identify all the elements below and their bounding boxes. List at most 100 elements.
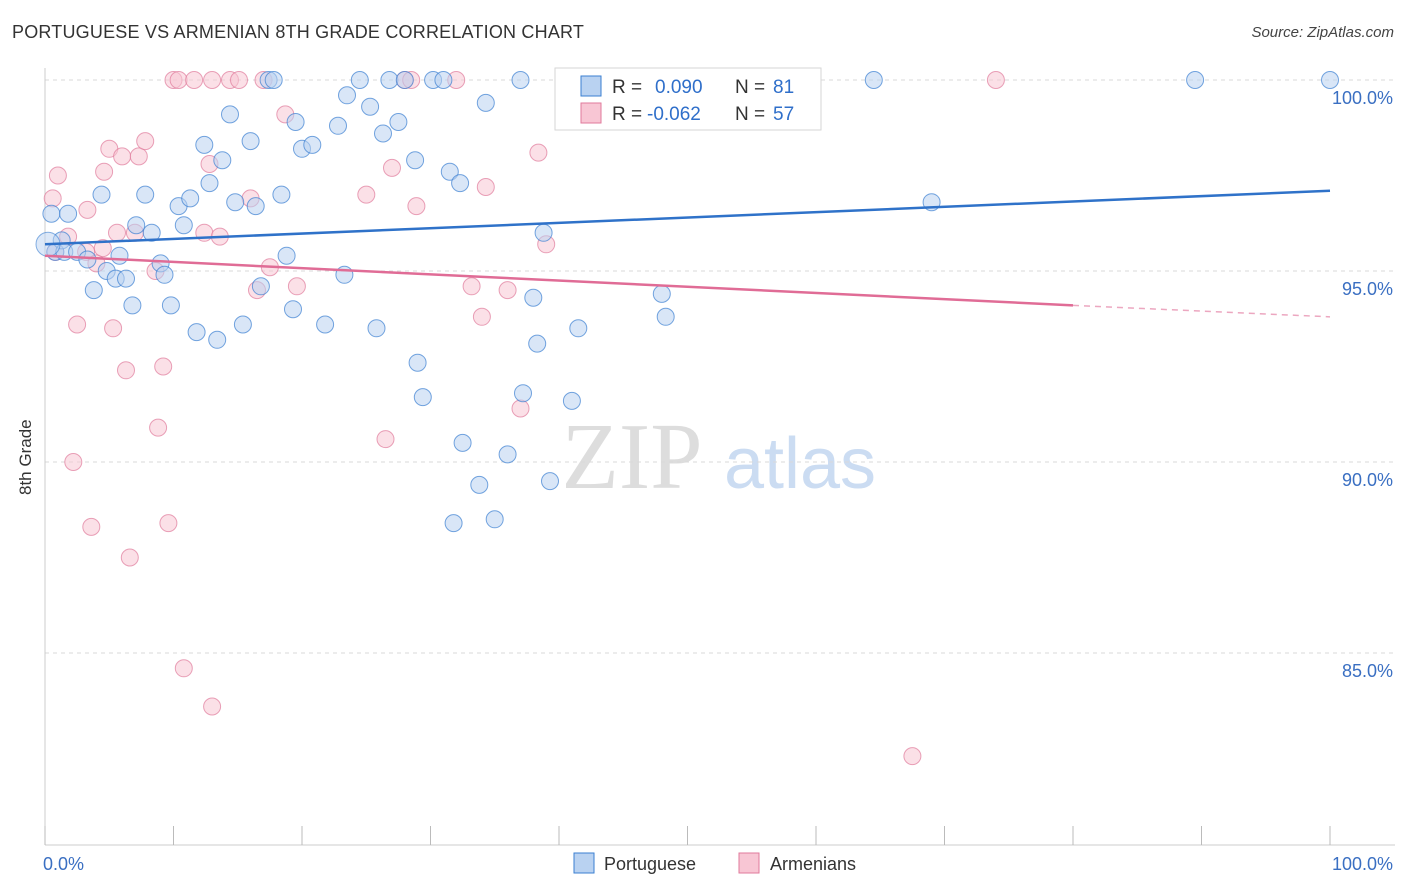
point-portuguese xyxy=(440,162,459,181)
point-portuguese xyxy=(511,71,530,89)
point-portuguese xyxy=(864,71,883,89)
source-credit: Source: ZipAtlas.com xyxy=(1251,24,1394,41)
point-armenians xyxy=(104,319,123,338)
point-portuguese xyxy=(272,185,291,204)
point-portuguese xyxy=(569,319,588,338)
point-armenians xyxy=(159,514,178,533)
point-portuguese xyxy=(374,124,392,143)
point-portuguese xyxy=(142,223,161,242)
point-portuguese xyxy=(453,433,472,452)
legend-r-value: 0.090 xyxy=(655,77,703,98)
legend-n-label: N = xyxy=(735,77,765,98)
y-tick-label: 90.0% xyxy=(1342,470,1393,490)
x-tick-labels: 0.0% 100.0% xyxy=(43,854,1393,874)
point-armenians xyxy=(903,747,922,766)
point-portuguese xyxy=(408,353,427,372)
point-portuguese xyxy=(656,307,675,326)
point-portuguese xyxy=(127,216,146,235)
point-portuguese xyxy=(246,197,265,216)
point-portuguese xyxy=(136,185,155,204)
point-portuguese xyxy=(200,174,219,193)
point-portuguese xyxy=(389,113,408,131)
point-portuguese xyxy=(652,284,671,303)
point-armenians xyxy=(117,361,135,380)
point-portuguese xyxy=(277,246,296,265)
axes xyxy=(44,68,1395,846)
y-tick-label: 85.0% xyxy=(1342,661,1393,681)
point-portuguese xyxy=(534,223,553,242)
point-portuguese xyxy=(350,71,369,89)
point-portuguese xyxy=(161,296,180,315)
point-portuguese xyxy=(181,189,200,208)
point-armenians xyxy=(498,281,517,300)
point-portuguese xyxy=(123,296,142,315)
point-portuguese xyxy=(208,330,227,349)
bottom-legend-swatch-portuguese xyxy=(573,852,595,874)
point-portuguese xyxy=(110,246,129,265)
point-armenians xyxy=(113,147,132,166)
point-portuguese xyxy=(541,472,559,491)
point-portuguese xyxy=(380,71,399,89)
trend-line-armenians-extrapolated xyxy=(1072,304,1331,318)
trend-line-armenians xyxy=(44,254,1074,307)
point-portuguese xyxy=(562,391,581,410)
point-portuguese xyxy=(117,269,135,288)
point-armenians xyxy=(136,132,155,151)
point-portuguese xyxy=(316,315,335,334)
trend-line-portuguese xyxy=(44,189,1331,246)
point-armenians xyxy=(529,143,548,162)
point-portuguese xyxy=(444,514,463,533)
point-portuguese xyxy=(92,185,111,204)
point-portuguese xyxy=(221,105,239,124)
point-portuguese xyxy=(528,334,547,353)
legend-r-value: -0.062 xyxy=(647,104,701,125)
point-portuguese xyxy=(413,388,432,407)
point-portuguese xyxy=(213,151,232,170)
point-portuguese xyxy=(286,113,305,131)
point-portuguese xyxy=(155,265,174,284)
point-portuguese xyxy=(84,281,103,300)
point-portuguese xyxy=(195,135,214,154)
point-portuguese xyxy=(395,71,414,89)
point-armenians xyxy=(129,147,148,166)
point-portuguese xyxy=(1321,71,1339,89)
watermark-atlas: atlas xyxy=(724,424,876,504)
bottom-legend-swatch-armenians xyxy=(738,852,760,874)
point-portuguese xyxy=(367,319,386,338)
y-tick-label: 100.0% xyxy=(1332,88,1393,108)
point-portuguese xyxy=(1186,71,1205,89)
point-portuguese xyxy=(187,323,206,342)
point-portuguese xyxy=(514,384,532,403)
stats-legend: R = 0.090 N = 81 R = -0.062 N = 57 xyxy=(554,67,822,131)
point-portuguese xyxy=(226,193,245,212)
point-armenians xyxy=(82,517,101,536)
point-armenians xyxy=(48,166,67,185)
point-portuguese xyxy=(451,174,470,193)
legend-swatch-portuguese xyxy=(580,75,602,97)
point-armenians xyxy=(472,307,491,326)
point-portuguese xyxy=(59,204,78,223)
point-armenians xyxy=(986,71,1005,89)
watermark: ZIP atlas xyxy=(562,405,877,509)
point-armenians xyxy=(476,178,495,196)
point-portuguese xyxy=(361,97,380,116)
point-armenians xyxy=(203,697,222,716)
point-portuguese xyxy=(303,135,322,154)
gridlines xyxy=(45,79,1395,654)
point-armenians xyxy=(120,548,139,567)
point-armenians xyxy=(78,200,97,219)
x-tick-label: 0.0% xyxy=(43,854,84,874)
point-portuguese xyxy=(174,216,193,235)
point-portuguese xyxy=(406,151,425,170)
point-armenians xyxy=(203,71,222,89)
chart-title: PORTUGUESE VS ARMENIAN 8TH GRADE CORRELA… xyxy=(12,22,585,42)
legend-n-value: 57 xyxy=(773,104,794,125)
series-legend: Portuguese Armenians xyxy=(573,852,856,874)
point-armenians xyxy=(185,71,204,89)
point-armenians xyxy=(169,71,188,89)
point-portuguese xyxy=(498,445,517,464)
point-portuguese xyxy=(284,300,302,319)
point-armenians xyxy=(511,399,530,418)
legend-n-label: N = xyxy=(735,104,765,125)
